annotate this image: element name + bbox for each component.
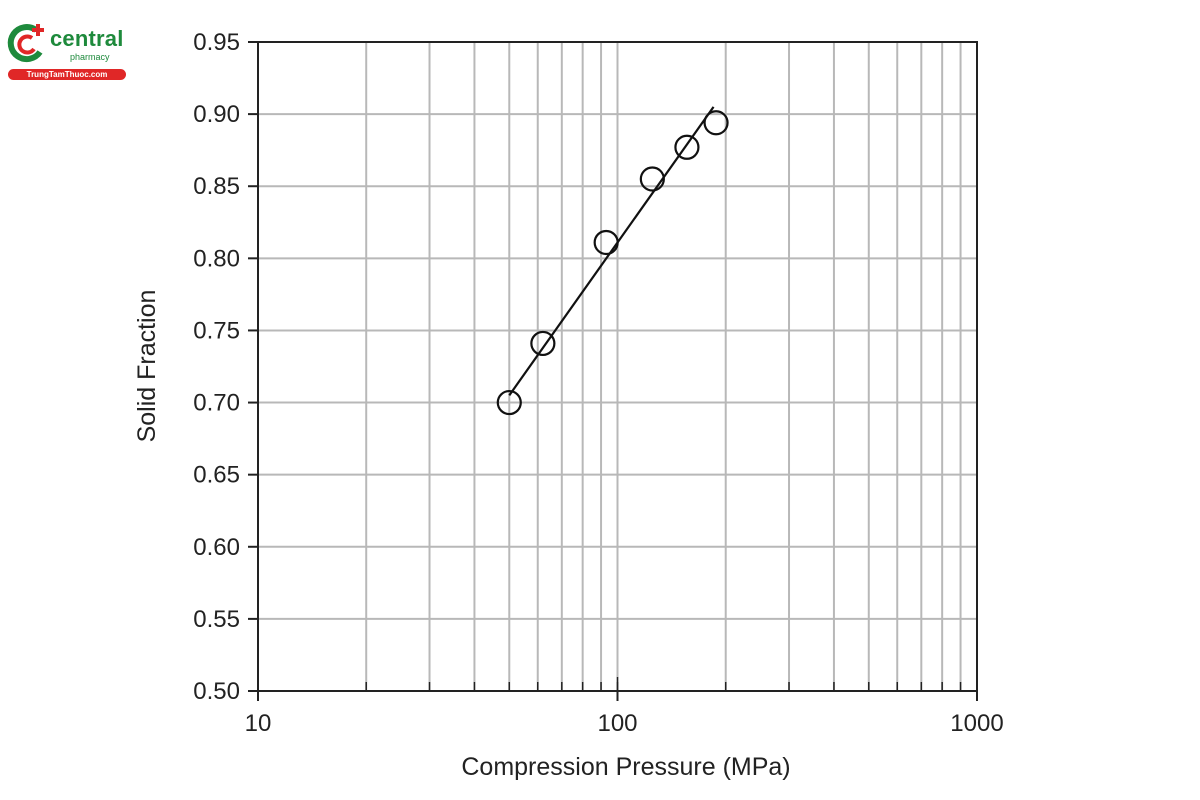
y-tick-label: 0.90 — [193, 101, 240, 128]
y-tick-label: 0.70 — [193, 390, 240, 417]
y-tick-label: 0.75 — [193, 317, 240, 344]
data-series — [496, 106, 729, 416]
data-point-marker — [674, 134, 700, 160]
x-axis-title: Compression Pressure (MPa) — [461, 753, 790, 781]
y-tick-label: 0.65 — [193, 462, 240, 489]
plot-frame — [257, 41, 978, 692]
fit-line — [508, 106, 715, 396]
y-tick-labels: 0.50 0.55 0.60 0.65 0.70 0.75 0.80 0.85 0.90 0.95 — [193, 29, 240, 705]
data-point-marker — [703, 110, 729, 136]
logo-sub: pharmacy — [70, 52, 110, 62]
central-pharmacy-logo: central pharmacy TrungTamThuoc.com — [6, 22, 130, 84]
logo-brand: central — [50, 26, 124, 51]
y-tick-label: 0.95 — [193, 29, 240, 56]
data-point-marker — [496, 389, 522, 416]
y-tick-label: 0.55 — [193, 606, 240, 633]
logo-mark-icon — [7, 24, 44, 63]
y-tick-label: 0.85 — [193, 173, 240, 200]
x-tick-label: 100 — [597, 710, 637, 737]
y-tick-label: 0.80 — [193, 245, 240, 272]
grid-lines — [258, 42, 977, 691]
data-point-marker — [530, 330, 556, 357]
logo-url: TrungTamThuoc.com — [8, 69, 126, 80]
data-point-marker — [639, 166, 665, 192]
data-point-marker — [593, 229, 619, 256]
x-tick-label: 10 — [245, 710, 272, 737]
y-tick-label: 0.50 — [193, 678, 240, 705]
axis-ticks — [248, 41, 978, 701]
x-tick-labels: 10 100 1000 — [245, 710, 1004, 737]
x-tick-label: 1000 — [950, 710, 1003, 737]
y-tick-label: 0.60 — [193, 534, 240, 561]
y-axis-title: Solid Fraction — [133, 290, 161, 443]
